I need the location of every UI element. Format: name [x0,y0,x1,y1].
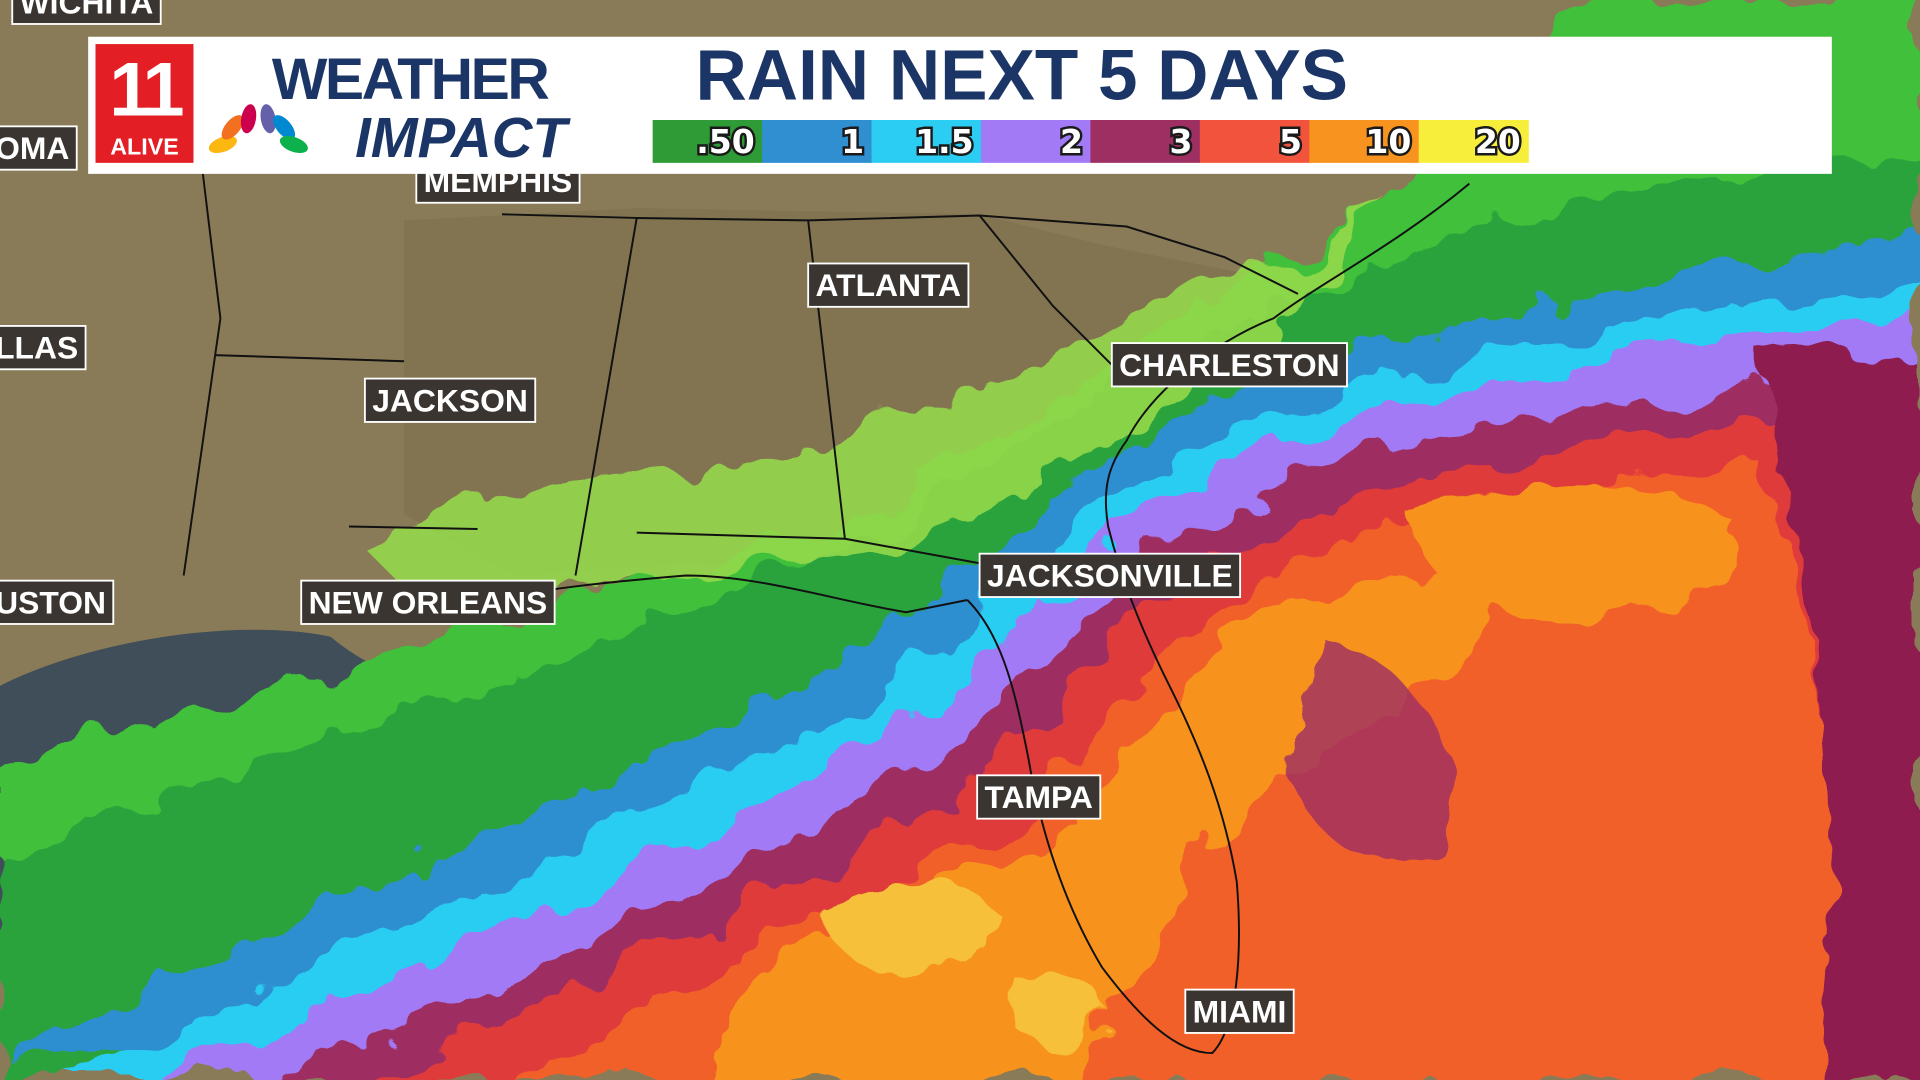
legend-swatch [762,120,873,163]
city-label: TAMPA [976,774,1102,820]
city-label: OMA [0,125,78,171]
city-name: USTON [0,584,106,620]
city-label: JACKSONVILLE [978,552,1242,598]
city-label-bg [978,552,1242,598]
city-label: MIAMI [1184,988,1295,1034]
city-label: JACKSON [363,377,537,423]
city-label: LLAS [0,325,87,371]
legend-label: .50 [696,122,755,161]
city-label: ATLANTA [807,262,970,308]
city-name: OMA [0,130,69,166]
city-label: CHARLESTON [1110,342,1348,388]
city-label-bg [0,325,87,371]
city-label-bg [1110,342,1348,388]
city-label-bg [363,377,537,423]
station-number: 11 [109,48,183,133]
city-label: NEW ORLEANS [300,579,556,625]
legend-label: 1 [841,122,864,161]
legend-label: 2 [1060,122,1083,161]
city-label-bg [976,774,1102,820]
city-label-bg [1184,988,1295,1034]
city-label-bg [300,579,556,625]
city-name: CHARLESTON [1119,347,1339,383]
legend-label: 10 [1365,122,1411,161]
city-name: MIAMI [1193,993,1287,1029]
brand-line2: IMPACT [355,106,571,169]
city-labels: WICHITA OMA MEMPHIS LLAS ATLANTA CHARLES… [0,0,1348,1034]
legend: .50 1 1.5 2 3 5 10 20 [652,119,1529,163]
city-name: JACKSON [372,382,528,418]
network-logo [208,104,308,154]
city-label-bg [0,579,115,625]
station-logo [95,44,194,163]
legend-swatch [1309,120,1420,163]
legend-swatch [980,120,1092,163]
legend-swatch [1199,120,1310,163]
city-name: WICHITA [20,0,154,20]
legend-label: 20 [1475,122,1521,161]
legend-label: 3 [1170,122,1193,161]
city-label: USTON [0,579,115,625]
city-name: NEW ORLEANS [309,584,548,620]
station-name: ALIVE [110,133,178,159]
city-name: JACKSONVILLE [987,557,1233,593]
city-label-bg [807,262,970,308]
brand-line1: WEATHER [272,47,550,112]
legend-swatch [652,120,763,163]
legend-label: 1.5 [915,122,974,161]
city-name: TAMPA [984,779,1092,815]
city-name: LLAS [0,330,78,366]
legend-swatch [1090,120,1201,163]
city-label-bg [11,0,162,25]
legend-swatch [871,120,982,163]
legend-label: 5 [1279,122,1302,161]
title: RAIN NEXT 5 DAYS [696,37,1348,116]
city-name: ATLANTA [816,267,962,303]
header-banner: 11 ALIVE WEATHER IMPACT RAIN NEXT 5 DAYS… [88,37,1832,174]
legend-swatch [1418,120,1529,163]
city-label: WICHITA [11,0,162,25]
city-label-bg [0,125,78,171]
